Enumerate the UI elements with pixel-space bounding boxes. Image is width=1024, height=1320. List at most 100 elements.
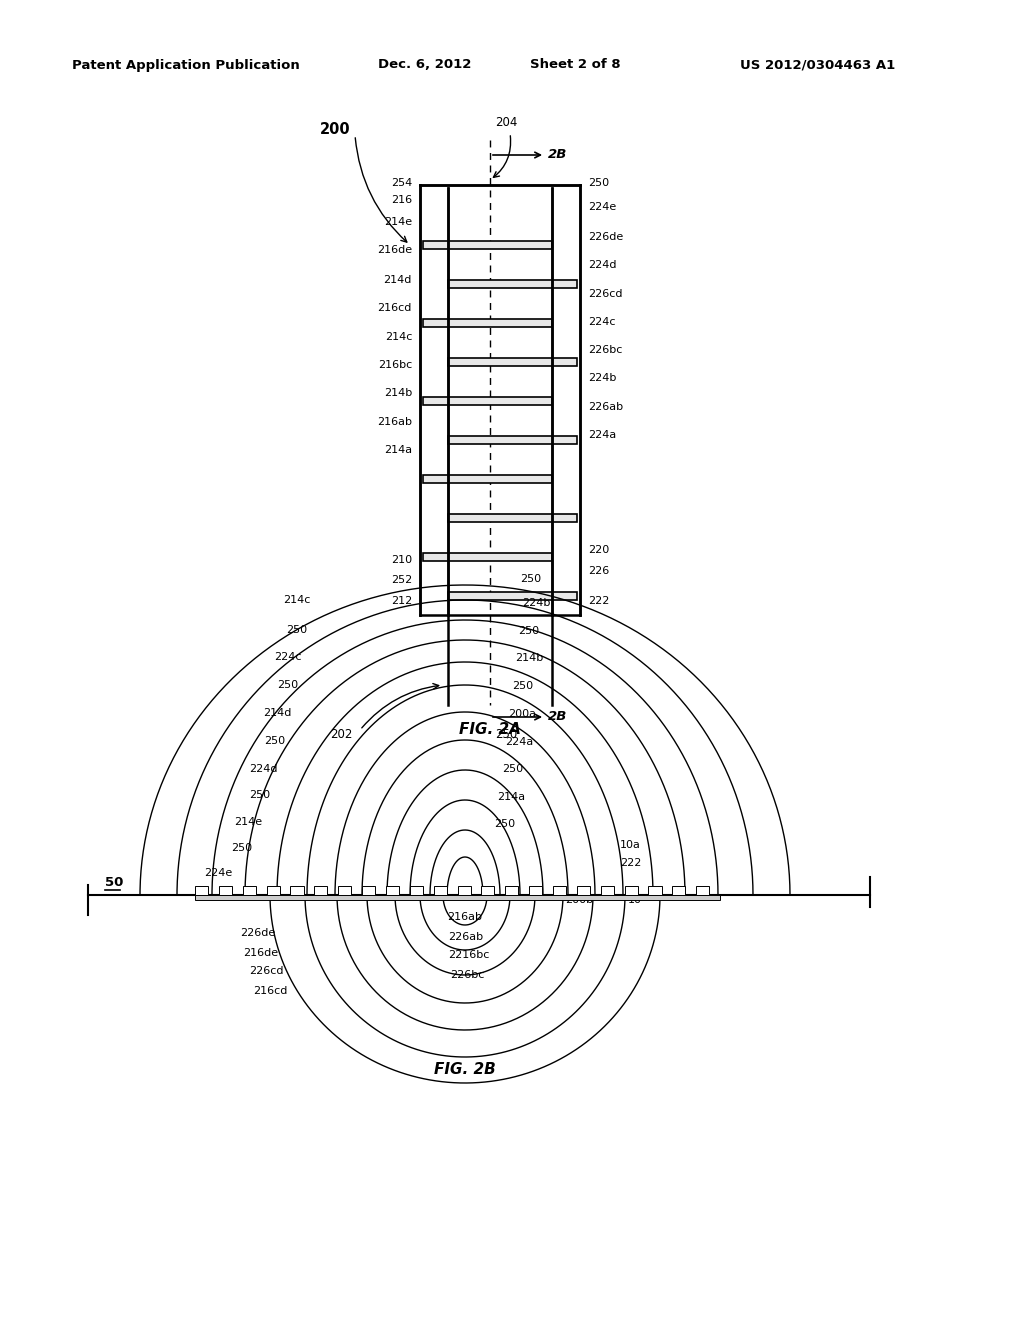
Bar	[423, 240, 552, 248]
Text: 226de: 226de	[588, 232, 624, 242]
Text: Sheet 2 of 8: Sheet 2 of 8	[530, 58, 621, 71]
Text: 50: 50	[105, 876, 123, 890]
Bar	[449, 358, 577, 366]
Text: 224d: 224d	[588, 260, 616, 271]
Text: US 2012/0304463 A1: US 2012/0304463 A1	[740, 58, 895, 71]
Text: 214c: 214c	[385, 333, 412, 342]
Text: 10a: 10a	[620, 840, 641, 850]
Text: 250: 250	[588, 178, 609, 187]
Text: 214a: 214a	[384, 445, 412, 455]
Text: 224b: 224b	[588, 374, 616, 383]
Bar	[458, 886, 471, 895]
Text: 226bc: 226bc	[588, 345, 623, 355]
Text: 250: 250	[502, 764, 523, 774]
Text: 222: 222	[620, 858, 641, 869]
Text: 216cd: 216cd	[378, 304, 412, 313]
Text: 224c: 224c	[274, 652, 302, 663]
Text: 224b: 224b	[522, 598, 550, 609]
Text: 2B: 2B	[548, 710, 567, 723]
Bar	[433, 886, 446, 895]
Text: 252: 252	[391, 576, 412, 585]
Text: 214b: 214b	[384, 388, 412, 399]
Text: 250: 250	[230, 843, 252, 853]
Text: 216bc: 216bc	[378, 360, 412, 370]
Bar	[423, 397, 552, 405]
Text: 216ab: 216ab	[447, 912, 482, 921]
Text: 250: 250	[249, 789, 270, 800]
Bar	[195, 886, 208, 895]
Text: 224d: 224d	[250, 764, 278, 774]
Text: 250: 250	[512, 681, 534, 690]
Text: FIG. 2A: FIG. 2A	[459, 722, 521, 738]
Text: 226de: 226de	[240, 928, 275, 939]
Text: 216ab: 216ab	[377, 417, 412, 426]
Bar	[553, 886, 566, 895]
Text: 224a: 224a	[588, 430, 616, 440]
Bar	[362, 886, 375, 895]
Bar	[505, 886, 518, 895]
Text: 250: 250	[495, 729, 517, 742]
Text: 224c: 224c	[588, 317, 615, 327]
Text: 2B: 2B	[548, 149, 567, 161]
Text: 224a: 224a	[505, 737, 534, 747]
Text: 224e: 224e	[204, 869, 232, 878]
Bar	[386, 886, 399, 895]
Text: 214e: 214e	[384, 216, 412, 227]
Text: 250: 250	[286, 624, 307, 635]
Bar	[673, 886, 685, 895]
Text: 200a: 200a	[508, 709, 536, 719]
Bar	[423, 553, 552, 561]
Text: 214c: 214c	[283, 595, 310, 605]
Text: 216: 216	[391, 195, 412, 205]
Text: 250: 250	[264, 737, 285, 746]
Text: 220: 220	[588, 545, 609, 554]
Text: 222: 222	[588, 597, 609, 606]
Bar	[696, 886, 710, 895]
Bar	[449, 513, 577, 521]
Text: 210: 210	[391, 554, 412, 565]
Text: 250: 250	[276, 680, 298, 690]
Bar	[195, 895, 720, 900]
Text: 216de: 216de	[243, 948, 278, 958]
Text: 200: 200	[319, 123, 350, 137]
Text: 250: 250	[494, 818, 515, 829]
Text: Dec. 6, 2012: Dec. 6, 2012	[378, 58, 471, 71]
Bar	[219, 886, 232, 895]
Text: 226cd: 226cd	[250, 966, 284, 975]
Bar	[449, 280, 577, 288]
Text: 10: 10	[628, 895, 642, 906]
Bar	[449, 591, 577, 601]
Text: 2216bc: 2216bc	[449, 950, 489, 960]
Bar	[601, 886, 613, 895]
Text: 226ab: 226ab	[588, 403, 624, 412]
Text: 224e: 224e	[588, 202, 616, 213]
Bar	[314, 886, 328, 895]
Bar	[529, 886, 543, 895]
Text: 250: 250	[518, 626, 539, 636]
Text: 214e: 214e	[233, 817, 262, 828]
Bar	[481, 886, 495, 895]
Bar	[291, 886, 303, 895]
Bar	[577, 886, 590, 895]
Text: 202: 202	[330, 729, 352, 742]
Text: 216cd: 216cd	[254, 986, 288, 997]
Bar	[648, 886, 662, 895]
Text: 250: 250	[520, 574, 541, 583]
Text: 226cd: 226cd	[588, 289, 623, 300]
Text: 216de: 216de	[377, 246, 412, 255]
Text: 254: 254	[391, 178, 412, 187]
Bar	[266, 886, 280, 895]
Bar	[243, 886, 256, 895]
Text: Patent Application Publication: Patent Application Publication	[72, 58, 300, 71]
Bar	[625, 886, 638, 895]
Bar	[423, 318, 552, 326]
Text: 204: 204	[495, 116, 517, 129]
Text: 214b: 214b	[515, 653, 544, 663]
Text: 214a: 214a	[497, 792, 525, 803]
Bar	[423, 475, 552, 483]
Text: 212: 212	[391, 597, 412, 606]
Text: 200b: 200b	[565, 895, 593, 906]
Bar	[410, 886, 423, 895]
Text: 226bc: 226bc	[450, 970, 484, 979]
Text: FIG. 2B: FIG. 2B	[434, 1063, 496, 1077]
